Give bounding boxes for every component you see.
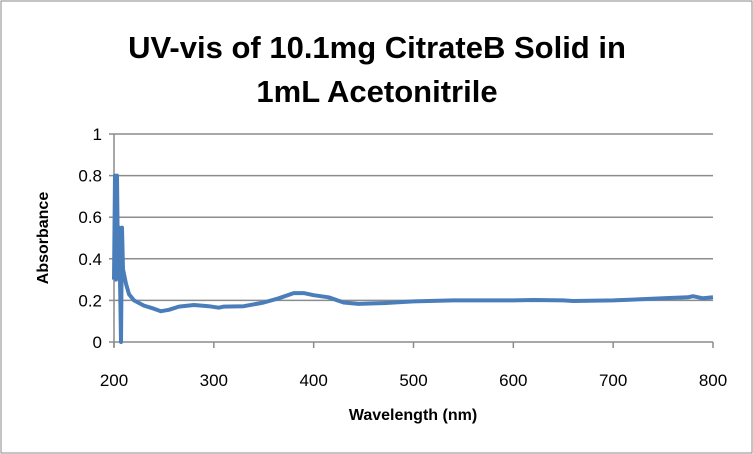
absorbance-series-line [112, 173, 714, 344]
x-tick-label: 300 [200, 371, 228, 390]
y-tick-label: 0.8 [78, 167, 102, 186]
x-tick-label: 700 [599, 371, 627, 390]
y-axis-label: Absorbance [35, 192, 52, 285]
y-tick-label: 0.2 [78, 291, 102, 310]
x-tick-label: 800 [699, 371, 727, 390]
x-tick-label: 500 [399, 371, 427, 390]
chart-title-line-2: 1mL Acetonitrile [256, 74, 497, 109]
y-tick-label: 0.6 [78, 208, 102, 227]
x-tick-label: 400 [299, 371, 327, 390]
y-tick-label: 1 [93, 125, 102, 144]
chart-title-line-1: UV-vis of 10.1mg CitrateB Solid in [128, 30, 626, 65]
x-tick-label: 200 [100, 371, 128, 390]
x-axis-label: Wavelength (nm) [349, 407, 477, 424]
y-tick-label: 0.4 [78, 250, 102, 269]
x-tick-label: 600 [499, 371, 527, 390]
y-tick-label: 0 [93, 333, 102, 352]
